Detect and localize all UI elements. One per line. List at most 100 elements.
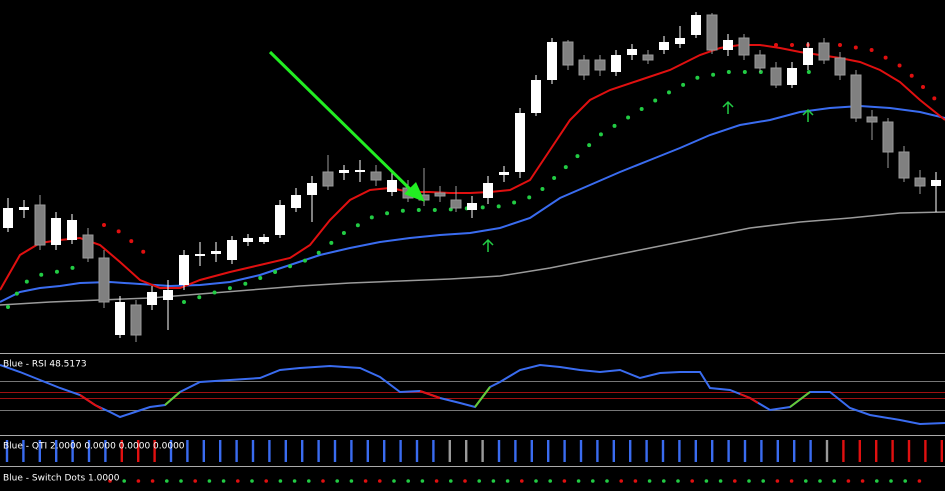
candle [594, 55, 606, 76]
dots-green [182, 70, 826, 304]
qti-bar [22, 440, 25, 462]
switch-dot [761, 479, 765, 483]
candle [562, 40, 574, 70]
candle [627, 44, 637, 60]
candle [19, 200, 29, 218]
panel-label: Blue - RSI 48.5173 [3, 360, 87, 370]
switch-dot [846, 479, 851, 483]
switch-dot [449, 479, 453, 483]
candle [259, 234, 269, 244]
switch-dot [917, 479, 922, 483]
candle [483, 176, 493, 204]
rsi-segment [164, 391, 181, 406]
candle [675, 26, 685, 48]
qti-bar [924, 440, 927, 462]
qti-bar [547, 440, 550, 462]
switch-dot [321, 479, 325, 483]
qti-bar [5, 440, 9, 462]
candle [147, 286, 157, 310]
candle [115, 296, 125, 338]
switch-dot [392, 479, 396, 483]
qti-bar [383, 440, 386, 462]
qti-bar [678, 440, 681, 462]
switch-dot [491, 479, 496, 483]
qti-bar [366, 440, 369, 462]
switch-dot [193, 479, 197, 483]
switch-dot [860, 479, 865, 483]
qti-bar [137, 440, 140, 462]
switch-dot [548, 479, 552, 483]
rsi-segment [739, 393, 759, 404]
qti-bar [120, 440, 123, 462]
qti-bar [891, 440, 894, 462]
qti-bar [776, 440, 779, 462]
qti-bar [465, 440, 468, 462]
candle [882, 118, 894, 168]
switch-dot [363, 479, 368, 483]
candle [3, 198, 13, 232]
qti-bar [596, 440, 599, 462]
switch-dot [335, 479, 340, 483]
switch-dot [477, 479, 482, 483]
candle [770, 62, 782, 88]
qti-bar [350, 440, 353, 462]
qti-bar [760, 440, 763, 462]
qti-bar [694, 440, 697, 462]
candle [51, 212, 61, 250]
switch-dot [647, 479, 652, 483]
candle [706, 13, 718, 54]
candle [723, 34, 733, 56]
rsi-segment [79, 394, 103, 410]
qti-bar [743, 440, 747, 462]
switch-dot [349, 479, 354, 483]
ma-red [0, 44, 945, 291]
qti-bar [809, 440, 812, 462]
switch-dot [122, 479, 126, 483]
candle [467, 196, 477, 218]
candle [275, 200, 285, 238]
candle [898, 146, 910, 182]
switch-dots-panel: Blue - Switch Dots 1.0000 [3, 474, 922, 484]
switch-dot [832, 479, 836, 483]
qti-bar [497, 440, 501, 462]
candle [754, 50, 766, 72]
candle [578, 55, 590, 80]
candle [291, 188, 301, 212]
candle [322, 155, 334, 190]
switch-dot [818, 479, 822, 483]
qti-bar [415, 440, 419, 462]
candle [547, 38, 557, 84]
qti-bar [448, 440, 451, 462]
candle [163, 280, 173, 330]
qti-panel: Blue - QTI 2.0000 0.0000 0.0000 0.0000 [3, 440, 943, 462]
candle [866, 110, 878, 140]
switch-dot [804, 479, 808, 483]
switch-dot [576, 479, 581, 483]
rsi-panel: Blue - RSI 48.5173 [0, 360, 945, 426]
dots-red [102, 223, 154, 262]
candles [3, 12, 941, 342]
annotation-arrow [268, 50, 425, 202]
dots-red [774, 43, 938, 102]
candle [931, 172, 941, 212]
qti-bar [301, 440, 304, 462]
candle [98, 250, 110, 308]
switch-dot [903, 479, 907, 483]
switch-dot [562, 479, 567, 483]
candle [355, 160, 365, 182]
qti-bar [317, 440, 320, 462]
candle [130, 300, 142, 342]
qti-bar [645, 440, 648, 462]
qti-bar [169, 440, 173, 462]
switch-dot [236, 479, 240, 483]
qti-bar [432, 440, 435, 462]
switch-dot [733, 479, 737, 483]
qti-bar [104, 440, 107, 462]
candle [195, 242, 205, 266]
switch-dot [633, 479, 638, 483]
candle [243, 234, 253, 246]
candle [211, 242, 221, 262]
